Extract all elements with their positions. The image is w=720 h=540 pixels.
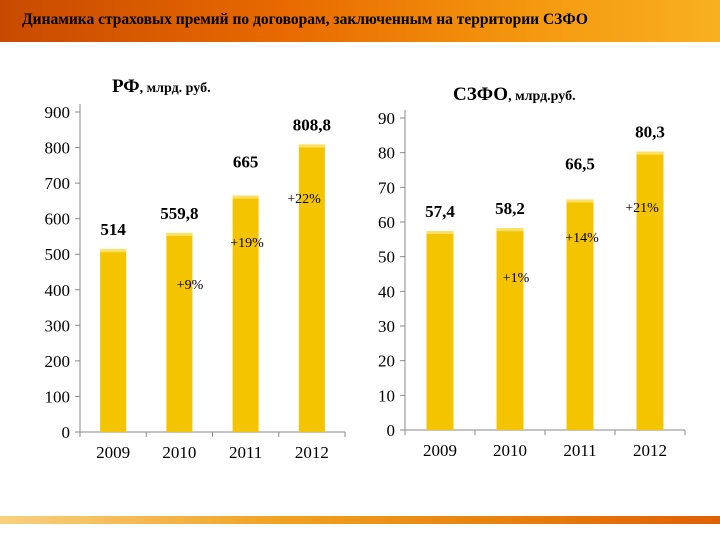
growth-label: +22%: [287, 192, 321, 207]
data-label: 58,2: [495, 199, 525, 218]
x-tick-label: 2011: [229, 443, 262, 462]
y-tick-label: 10: [378, 386, 395, 405]
growth-label: +21%: [625, 201, 659, 216]
bar: [166, 232, 193, 432]
y-tick-label: 0: [62, 423, 71, 442]
bar: [426, 231, 454, 430]
y-tick-label: 400: [45, 281, 71, 300]
data-label: 514: [100, 220, 126, 239]
y-tick-label: 60: [378, 213, 395, 232]
bar: [636, 151, 664, 431]
y-tick-label: 50: [378, 248, 395, 267]
bar-top-highlight: [426, 231, 454, 235]
y-tick-label: 700: [45, 174, 71, 193]
page-title: Динамика страховых премий по договорам, …: [22, 11, 588, 28]
data-label: 808,8: [293, 115, 331, 134]
data-label: 80,3: [635, 123, 665, 142]
bar: [496, 228, 524, 430]
x-tick-label: 2012: [633, 441, 667, 460]
chart-szfo: СЗФО, млрд.руб. 0 10 20 30 40 50 60 70 80 90 57,4 20…: [378, 84, 686, 460]
data-label: 665: [233, 153, 259, 172]
bar-top-highlight: [496, 228, 524, 232]
y-tick-label: 100: [45, 387, 71, 406]
x-tick-label: 2010: [162, 443, 196, 462]
bar: [566, 199, 594, 430]
x-tick-label: 2011: [563, 441, 596, 460]
y-tick-label: 20: [378, 352, 395, 371]
bar-top-highlight: [566, 199, 594, 203]
bar: [298, 144, 325, 432]
bar-top-highlight: [636, 151, 664, 155]
growth-label: +1%: [503, 271, 530, 286]
chart-title: СЗФО, млрд.руб.: [453, 84, 576, 105]
data-label: 66,5: [565, 154, 595, 173]
x-tick-label: 2009: [423, 441, 457, 460]
bar: [232, 195, 259, 432]
bar-top-highlight: [232, 195, 259, 199]
y-tick-label: 70: [378, 178, 395, 197]
bar-top-highlight: [298, 144, 325, 148]
data-label: 559,8: [160, 204, 198, 223]
x-tick-label: 2012: [295, 443, 329, 462]
y-tick-label: 900: [45, 103, 71, 122]
bar: [100, 249, 127, 432]
y-tick-label: 40: [378, 282, 395, 301]
y-tick-label: 0: [387, 421, 396, 440]
header-bar: Динамика страховых премий по договорам, …: [0, 0, 720, 42]
y-tick-label: 200: [45, 352, 71, 371]
growth-label: +19%: [230, 236, 264, 251]
y-tick-label: 300: [45, 316, 71, 335]
y-tick-label: 500: [45, 245, 71, 264]
y-tick-label: 600: [45, 210, 71, 229]
chart-rf: РФ, млрд. руб. 0 100 200 300 400 500 600 700 800 9…: [45, 76, 346, 462]
chart-title: РФ, млрд. руб.: [112, 76, 211, 97]
y-tick-label: 30: [378, 317, 395, 336]
growth-label: +9%: [177, 278, 204, 293]
x-tick-label: 2009: [96, 443, 130, 462]
y-tick-label: 90: [378, 109, 395, 128]
bar-top-highlight: [100, 249, 127, 253]
y-tick-label: 800: [45, 139, 71, 158]
footer-bar: [0, 516, 720, 524]
data-label: 57,4: [425, 202, 455, 221]
bar-top-highlight: [166, 232, 193, 236]
growth-label: +14%: [565, 231, 599, 246]
x-tick-label: 2010: [493, 441, 527, 460]
y-tick-label: 80: [378, 144, 395, 163]
